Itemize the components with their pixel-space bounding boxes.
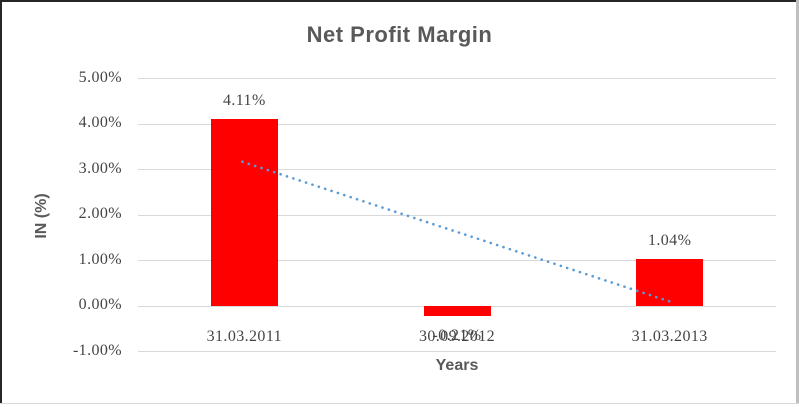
y-tick-label: 4.00% <box>78 114 122 131</box>
x-category-label: 30.09.2012 <box>419 328 495 345</box>
border-bottom <box>0 403 799 404</box>
bar-data-label: 4.11% <box>222 91 266 109</box>
bar-data-label: 1.04% <box>647 231 692 249</box>
bar-data-label: -0.21% <box>432 327 482 344</box>
x-category-label: 31.03.2011 <box>206 328 283 345</box>
y-tick-label: 3.00% <box>78 159 122 177</box>
x-axis-title: Years <box>435 357 479 374</box>
gridline <box>138 78 776 79</box>
border-left <box>0 0 2 404</box>
y-tick-label: -1.00% <box>72 341 122 359</box>
bar <box>210 118 278 306</box>
gridline <box>138 351 776 352</box>
bar <box>636 258 704 306</box>
border-top <box>0 0 799 2</box>
gridline <box>138 123 776 125</box>
y-tick-label: 1.00% <box>78 250 122 268</box>
x-category-label: 31.03.2013 <box>631 328 708 345</box>
chart-title: Net Profit Margin <box>306 22 493 47</box>
y-tick-label: 2.00% <box>78 205 122 222</box>
bar <box>423 306 491 316</box>
y-tick-label: 0.00% <box>78 296 122 313</box>
border-right <box>796 0 799 404</box>
y-tick-label: 5.00% <box>78 68 122 86</box>
